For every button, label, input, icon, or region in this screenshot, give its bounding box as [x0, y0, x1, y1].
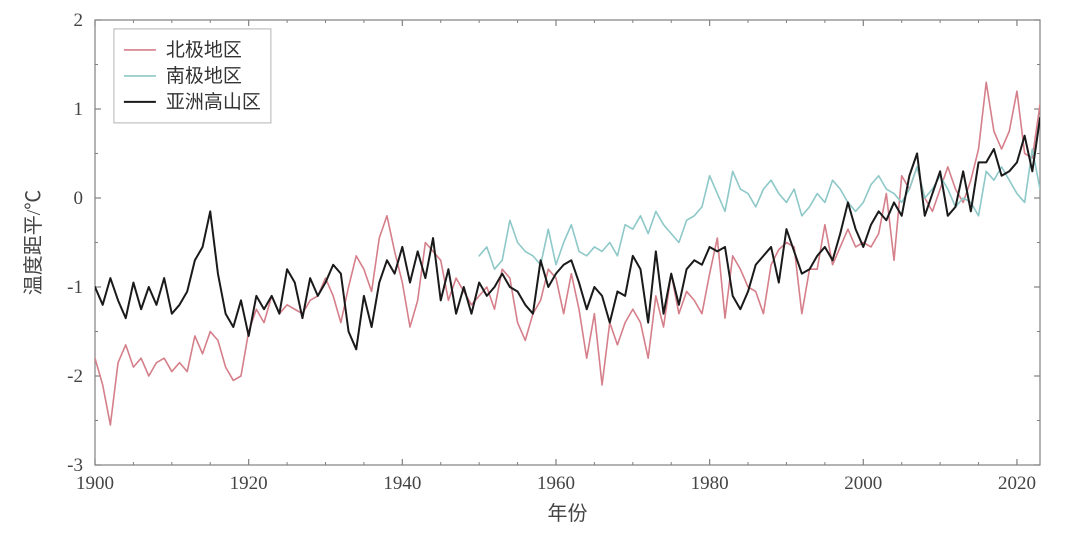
- legend: 北极地区南极地区亚洲高山区: [114, 29, 271, 123]
- x-tick-label: 1980: [691, 473, 729, 494]
- y-tick-label: 2: [74, 10, 84, 31]
- legend-item-label: 亚洲高山区: [166, 91, 261, 113]
- chart-svg: 1900 1920 1940 1960 1980 2000 2020 -3 -2 -1 0 1 2 年份 温…: [0, 0, 1080, 538]
- x-axis-label: 年份: [548, 502, 588, 525]
- x-tick-label: 1960: [537, 473, 575, 494]
- y-tick-label: -3: [67, 455, 83, 476]
- y-axis-label: 温度距平/℃: [22, 190, 45, 296]
- y-tick-label: 0: [74, 188, 84, 209]
- x-tick-label: 1900: [76, 473, 114, 494]
- x-tick-label: 2020: [998, 473, 1036, 494]
- legend-item-label: 南极地区: [166, 65, 242, 87]
- y-tick-label: 1: [74, 99, 84, 120]
- x-tick-label: 2000: [844, 473, 882, 494]
- y-tick-label: -2: [67, 366, 83, 387]
- legend-item-label: 北极地区: [166, 39, 242, 61]
- x-tick-label: 1920: [230, 473, 268, 494]
- x-tick-label: 1940: [383, 473, 421, 494]
- temperature-anomaly-chart: 1900 1920 1940 1960 1980 2000 2020 -3 -2 -1 0 1 2 年份 温…: [0, 0, 1080, 538]
- y-tick-label: -1: [67, 277, 83, 298]
